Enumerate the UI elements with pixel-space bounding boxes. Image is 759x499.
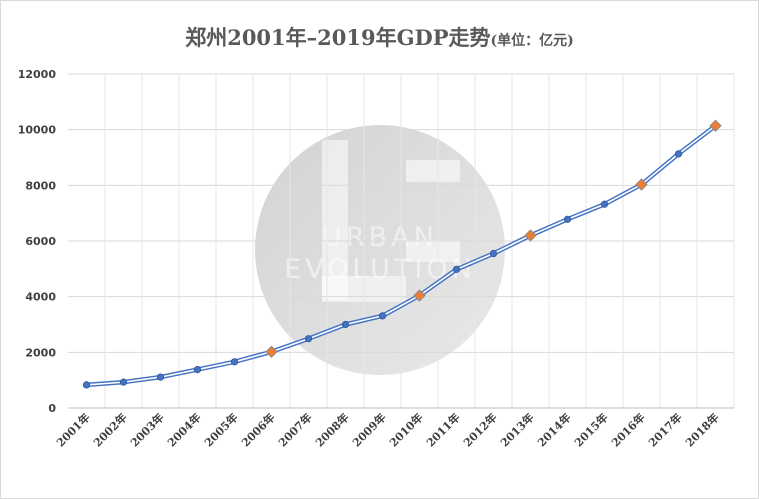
watermark-circle xyxy=(255,125,505,375)
point-highlight-9 xyxy=(413,289,426,302)
x-tick-label-7: 2008年 xyxy=(312,410,351,449)
point-10 xyxy=(452,265,461,273)
x-tick-label-17: 2018年 xyxy=(682,410,721,449)
x-tick-label-0: 2001年 xyxy=(53,410,92,449)
x-tick-label-15: 2016年 xyxy=(608,410,647,449)
y-tick-label-6: 12000 xyxy=(18,68,57,81)
watermark-u-left xyxy=(322,140,348,300)
series-0-line-inner xyxy=(85,124,717,386)
x-tick-label-6: 2007年 xyxy=(275,410,314,449)
point-6 xyxy=(304,335,313,343)
watermark-e-bottom xyxy=(406,240,460,262)
y-tick-label-1: 2000 xyxy=(25,346,56,359)
x-tick-label-9: 2010年 xyxy=(386,410,425,449)
x-tick-label-10: 2011年 xyxy=(423,410,462,449)
point-13 xyxy=(563,215,572,223)
y-tick-label-2: 4000 xyxy=(25,291,56,304)
point-7 xyxy=(341,320,350,329)
point-11 xyxy=(489,249,498,258)
point-8 xyxy=(378,312,387,320)
x-tick-label-1: 2002年 xyxy=(90,410,129,449)
point-highlight-5 xyxy=(265,345,278,358)
point-highlight-17 xyxy=(709,119,722,132)
y-tick-label-0: 0 xyxy=(48,402,56,415)
y-tick-label-4: 8000 xyxy=(25,179,56,192)
point-4 xyxy=(230,358,239,366)
watermark-text-evolution: EVOLUTION xyxy=(284,254,476,285)
y-tick-label-5: 10000 xyxy=(18,124,57,137)
chart-title-unit: (单位：亿元) xyxy=(490,33,574,49)
watermark-text-urban: URBAN xyxy=(322,222,438,253)
x-tick-label-14: 2015年 xyxy=(571,410,610,449)
gdp-series xyxy=(84,123,718,388)
x-tick-label-4: 2005年 xyxy=(201,410,240,449)
watermark-logo: URBAN EVOLUTION xyxy=(255,125,505,375)
x-tick-label-2: 2003年 xyxy=(127,410,166,449)
x-tick-label-8: 2009年 xyxy=(349,410,388,449)
x-tick-label-3: 2004年 xyxy=(164,410,203,449)
point-14 xyxy=(600,200,609,208)
y-axis-ticks: 0 2000 4000 6000 8000 10000 12000 xyxy=(18,68,57,415)
point-16 xyxy=(674,150,683,158)
x-tick-label-11: 2012年 xyxy=(460,410,499,449)
point-0 xyxy=(82,381,91,389)
chart-title: 郑州2001年–2019年GDP走势(单位：亿元) xyxy=(0,22,759,52)
point-3 xyxy=(193,365,202,374)
x-tick-label-16: 2017年 xyxy=(645,410,684,449)
point-2 xyxy=(156,373,165,381)
x-axis-ticks: 2001年2002年2003年2004年2005年2006年2007年2008年… xyxy=(53,410,721,449)
point-highlight-15 xyxy=(635,178,648,191)
x-tick-label-12: 2013年 xyxy=(497,410,536,449)
x-tick-label-5: 2006年 xyxy=(238,410,277,449)
point-highlight-12 xyxy=(524,229,537,242)
grid-lines xyxy=(68,73,735,409)
x-tick-label-13: 2014年 xyxy=(534,410,573,449)
point-1 xyxy=(119,378,128,386)
gdp-markers xyxy=(82,119,722,389)
y-tick-label-3: 6000 xyxy=(25,235,56,248)
chart-title-main: 郑州2001年–2019年GDP走势 xyxy=(185,25,491,50)
watermark-e-top xyxy=(406,160,460,182)
